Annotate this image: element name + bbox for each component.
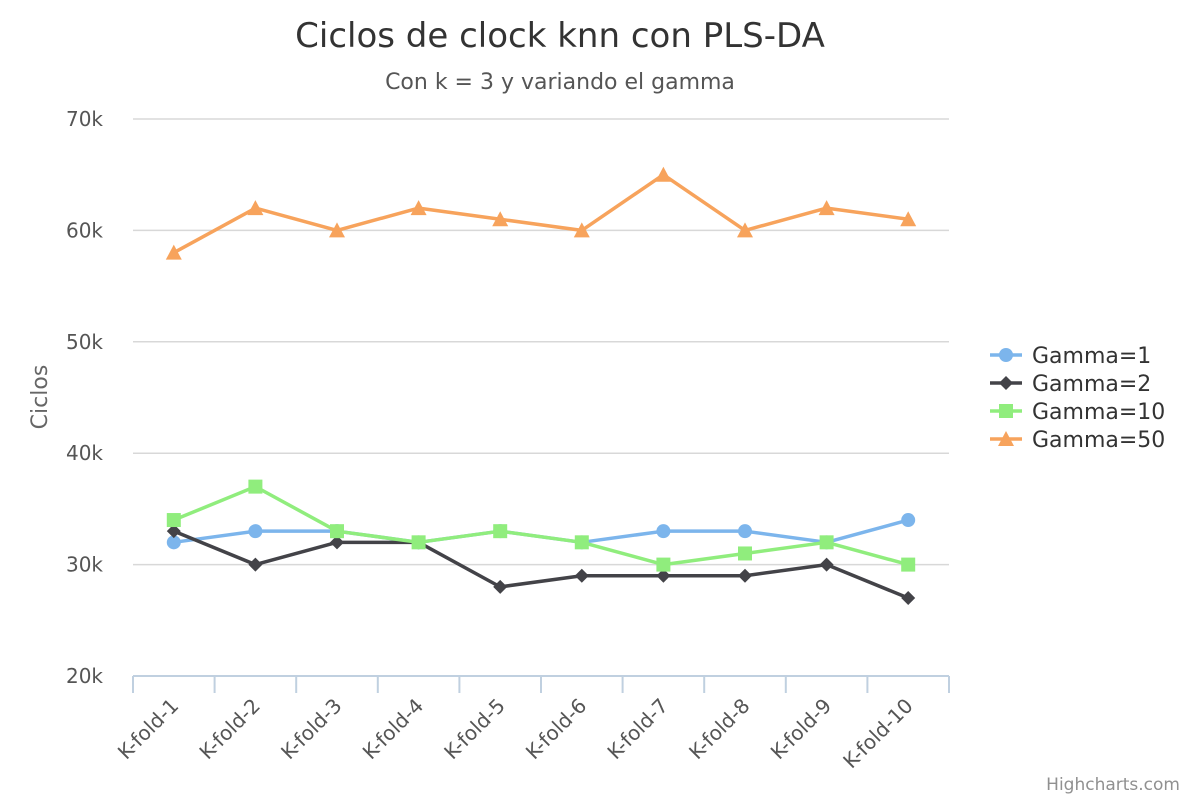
legend-marker [998, 431, 1014, 446]
data-point[interactable] [493, 524, 508, 539]
y-axis-label: Ciclos [28, 365, 53, 430]
y-tick-label: 60k [66, 218, 103, 242]
data-point[interactable] [738, 524, 752, 539]
data-point[interactable] [166, 513, 181, 528]
legend-label: Gamma=50 [1032, 428, 1165, 453]
legend-item[interactable]: Gamma=1 [990, 344, 1151, 369]
x-tick-label: K-fold-7 [602, 694, 673, 765]
x-tick-label: K-fold-2 [194, 694, 265, 765]
chart-subtitle: Con k = 3 y variando el gamma [385, 70, 735, 95]
data-point[interactable] [248, 557, 263, 572]
data-point[interactable] [819, 557, 834, 572]
data-point[interactable] [819, 535, 834, 550]
legend-label: Gamma=1 [1032, 344, 1151, 369]
data-point[interactable] [165, 244, 182, 260]
legend-marker [999, 376, 1013, 390]
data-point[interactable] [901, 557, 916, 572]
x-tick-label: K-fold-5 [439, 694, 510, 765]
chart-title: Ciclos de clock knn con PLS-DA [295, 16, 825, 56]
data-point[interactable] [901, 591, 916, 606]
x-tick-label: K-fold-10 [838, 694, 918, 774]
series-line[interactable] [173, 529, 909, 600]
data-point[interactable] [818, 200, 835, 216]
data-point[interactable] [247, 200, 264, 216]
data-point[interactable] [656, 524, 671, 539]
legend-item[interactable]: Gamma=2 [990, 372, 1151, 397]
data-point[interactable] [411, 535, 426, 550]
x-axis: K-fold-1 K-fold-2 K-fold-3 K-fold-4 K-fold-5… [113, 675, 950, 774]
legend-label: Gamma=2 [1032, 372, 1151, 397]
legend-item[interactable]: Gamma=50 [990, 428, 1165, 453]
series-gamma-50 [165, 166, 917, 260]
data-point[interactable] [738, 546, 752, 561]
x-tick-label: K-fold-3 [276, 694, 347, 765]
x-tick-label: K-fold-1 [113, 694, 184, 765]
data-point[interactable] [329, 222, 345, 238]
legend-item[interactable]: Gamma=10 [990, 400, 1165, 425]
data-point[interactable] [410, 200, 427, 216]
data-point[interactable] [738, 568, 752, 583]
legend: Gamma=1 Gamma=2 Gamma=10 Gamma=50 [990, 344, 1165, 453]
data-point[interactable] [493, 579, 508, 594]
legend-marker [999, 348, 1013, 362]
data-point[interactable] [737, 222, 753, 238]
data-point[interactable] [656, 568, 671, 583]
series-line[interactable] [173, 484, 909, 567]
y-tick-label: 50k [66, 330, 103, 354]
y-tick-label: 40k [66, 441, 103, 465]
data-point[interactable] [492, 211, 509, 227]
y-axis-ticks: 20k 30k 40k 50k 60k 70k [66, 107, 103, 688]
data-point[interactable] [574, 568, 589, 583]
x-tick-label: K-fold-6 [521, 694, 592, 765]
series-gamma-10 [166, 479, 916, 572]
legend-marker [999, 404, 1013, 418]
data-point[interactable] [656, 557, 671, 572]
data-point[interactable] [248, 524, 263, 539]
series-layer [165, 166, 917, 606]
x-tick-label: K-fold-8 [684, 694, 755, 765]
data-point[interactable] [574, 535, 589, 550]
x-tick-label: K-fold-9 [766, 694, 837, 765]
series-line[interactable] [173, 518, 909, 545]
data-point[interactable] [330, 524, 344, 539]
y-tick-label: 70k [66, 107, 103, 131]
data-point[interactable] [900, 211, 917, 227]
y-tick-label: 20k [66, 664, 103, 688]
x-tick-label: K-fold-4 [358, 694, 429, 765]
data-point[interactable] [330, 535, 344, 550]
y-tick-label: 30k [66, 553, 103, 577]
data-point[interactable] [248, 479, 263, 494]
data-point[interactable] [166, 524, 181, 539]
legend-label: Gamma=10 [1032, 400, 1165, 425]
series-line[interactable] [172, 172, 909, 255]
data-point[interactable] [573, 222, 590, 238]
data-point[interactable] [901, 513, 916, 528]
data-point[interactable] [166, 535, 181, 550]
data-point[interactable] [655, 166, 672, 182]
credits-link[interactable]: Highcharts.com [1046, 775, 1180, 795]
gridlines [133, 118, 949, 566]
